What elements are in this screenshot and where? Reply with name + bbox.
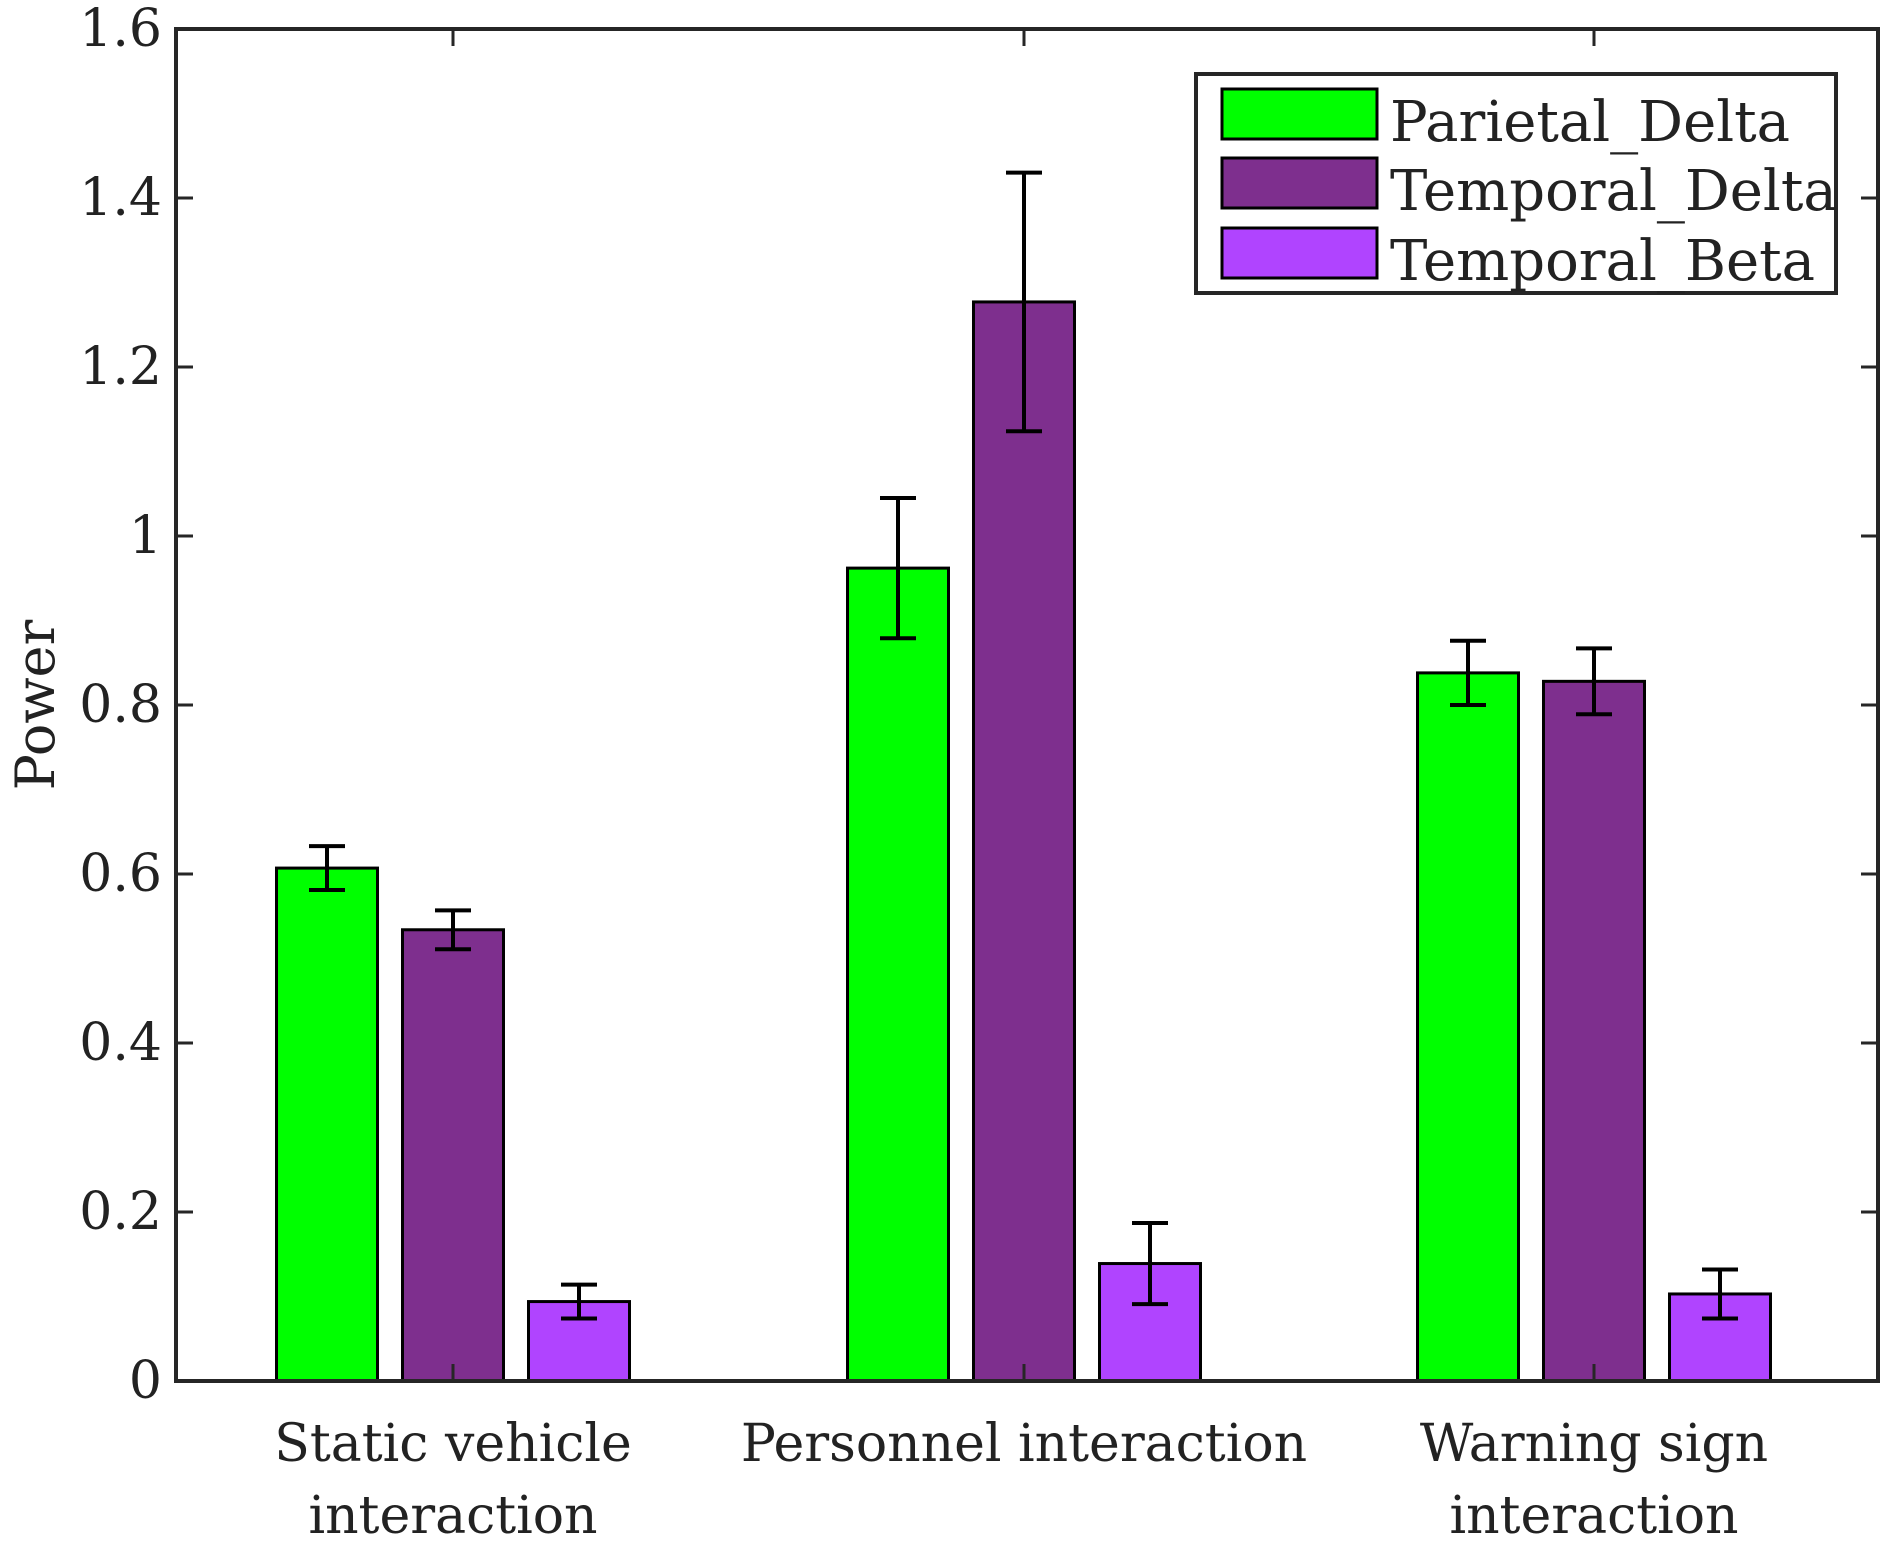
bar-parietal-delta-2 (846, 566, 950, 1383)
y-tick-labels: 0 0.2 0.4 0.6 0.8 1 1.2 1.4 1.6 (79, 0, 162, 1411)
y-tick-label: 0.2 (79, 1182, 162, 1242)
error-bar-temporal-beta-2 (1132, 1220, 1168, 1307)
x-category-label-line2: interaction (308, 1486, 597, 1546)
error-bar-temporal-beta-1 (561, 1282, 597, 1321)
legend-swatch-parietal-delta (1220, 87, 1379, 141)
y-tick-label: 0 (129, 1351, 162, 1411)
legend-label-temporal-beta: Temporal_Beta (1390, 229, 1815, 294)
x-category-label: Warning sign (1420, 1414, 1768, 1474)
legend-label-temporal-delta: Temporal_Delta (1390, 159, 1837, 224)
y-tick-label: 0.6 (79, 844, 162, 904)
bar-temporal-delta-2 (972, 300, 1076, 1383)
y-tick-label: 0.8 (79, 675, 162, 735)
x-category-label: Personnel interaction (741, 1414, 1307, 1474)
bar-parietal-delta-1 (275, 866, 379, 1383)
legend: Parietal_Delta Temporal_Delta Temporal_B… (1194, 72, 1838, 295)
y-tick-label: 1.4 (79, 168, 162, 228)
x-category-labels: Static vehicle interaction Personnel inter… (274, 1414, 1768, 1546)
bars-layer (275, 300, 1772, 1383)
error-bar-temporal-delta-1 (435, 908, 471, 952)
bar-temporal-delta-1 (401, 928, 505, 1383)
y-tick-label: 0.4 (79, 1013, 162, 1073)
y-tick-label: 1.6 (79, 0, 162, 59)
y-tick-label: 1.2 (79, 337, 162, 397)
ticks-layer (176, 27, 1878, 1383)
error-bar-parietal-delta-3 (1450, 638, 1486, 707)
bar-parietal-delta-3 (1416, 671, 1520, 1383)
y-tick-label: 1 (129, 506, 162, 566)
error-bar-parietal-delta-2 (880, 495, 916, 641)
error-bar-temporal-delta-3 (1576, 646, 1612, 717)
error-bar-temporal-delta-2 (1006, 170, 1042, 434)
legend-swatch-temporal-delta (1220, 156, 1379, 210)
error-bar-temporal-beta-3 (1702, 1267, 1738, 1321)
error-bar-parietal-delta-1 (309, 844, 345, 893)
legend-swatch-temporal-beta (1220, 226, 1379, 280)
legend-label-parietal-delta: Parietal_Delta (1390, 90, 1790, 155)
y-axis-label: Power (4, 619, 67, 790)
error-bars-layer (309, 170, 1738, 1321)
x-category-label: Static vehicle (274, 1414, 632, 1474)
bar-temporal-delta-3 (1542, 679, 1646, 1383)
x-category-label-line2: interaction (1449, 1486, 1738, 1546)
